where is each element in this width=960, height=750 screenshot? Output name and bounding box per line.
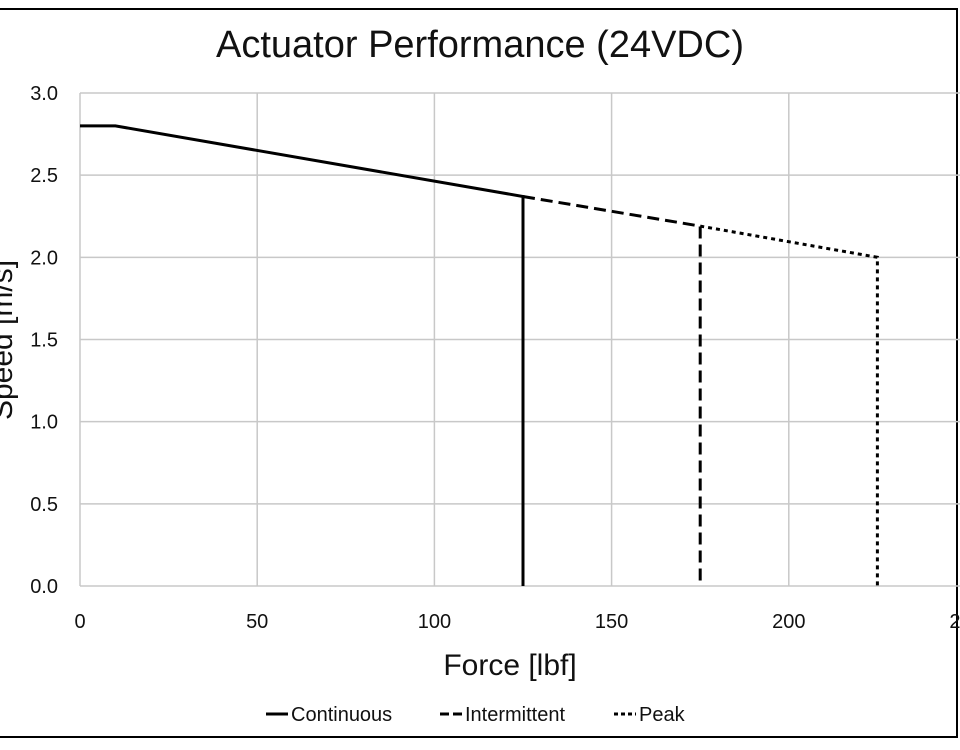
x-tick-label: 200 (772, 611, 805, 633)
x-tick-label: 150 (595, 611, 628, 633)
chart-frame (0, 8, 958, 738)
series-intermittent-line (522, 195, 702, 586)
y-axis-label: Speed [m/s] (0, 260, 19, 420)
x-tick-label: 250 (949, 611, 960, 633)
x-tick-label: 50 (246, 611, 268, 633)
x-tick-labels: 0 50 100 150 200 250 (74, 611, 960, 633)
y-tick-label: 2.5 (30, 165, 58, 187)
x-tick-label: 0 (74, 611, 85, 633)
legend: Continuous Intermittent Peak (266, 704, 686, 726)
legend-label-intermittent: Intermittent (465, 704, 565, 726)
x-tick-label: 100 (418, 611, 451, 633)
chart-title: Actuator Performance (24VDC) (216, 24, 744, 66)
series-continuous-line (80, 124, 525, 586)
y-tick-label: 3.0 (30, 83, 58, 105)
y-tick-label: 2.0 (30, 247, 58, 269)
x-axis-label: Force [lbf] (443, 649, 576, 682)
legend-label-peak: Peak (639, 704, 686, 726)
y-tick-label: 1.0 (30, 412, 58, 434)
y-tick-label: 1.5 (30, 330, 58, 352)
legend-label-continuous: Continuous (291, 704, 392, 726)
y-tick-label: 0.5 (30, 494, 58, 516)
y-tick-labels: 0.0 0.5 1.0 1.5 2.0 2.5 3.0 (30, 83, 58, 598)
y-tick-label: 0.0 (30, 576, 58, 598)
series-peak-line (699, 224, 879, 586)
series-lines (80, 124, 879, 586)
grid-lines (79, 92, 960, 587)
